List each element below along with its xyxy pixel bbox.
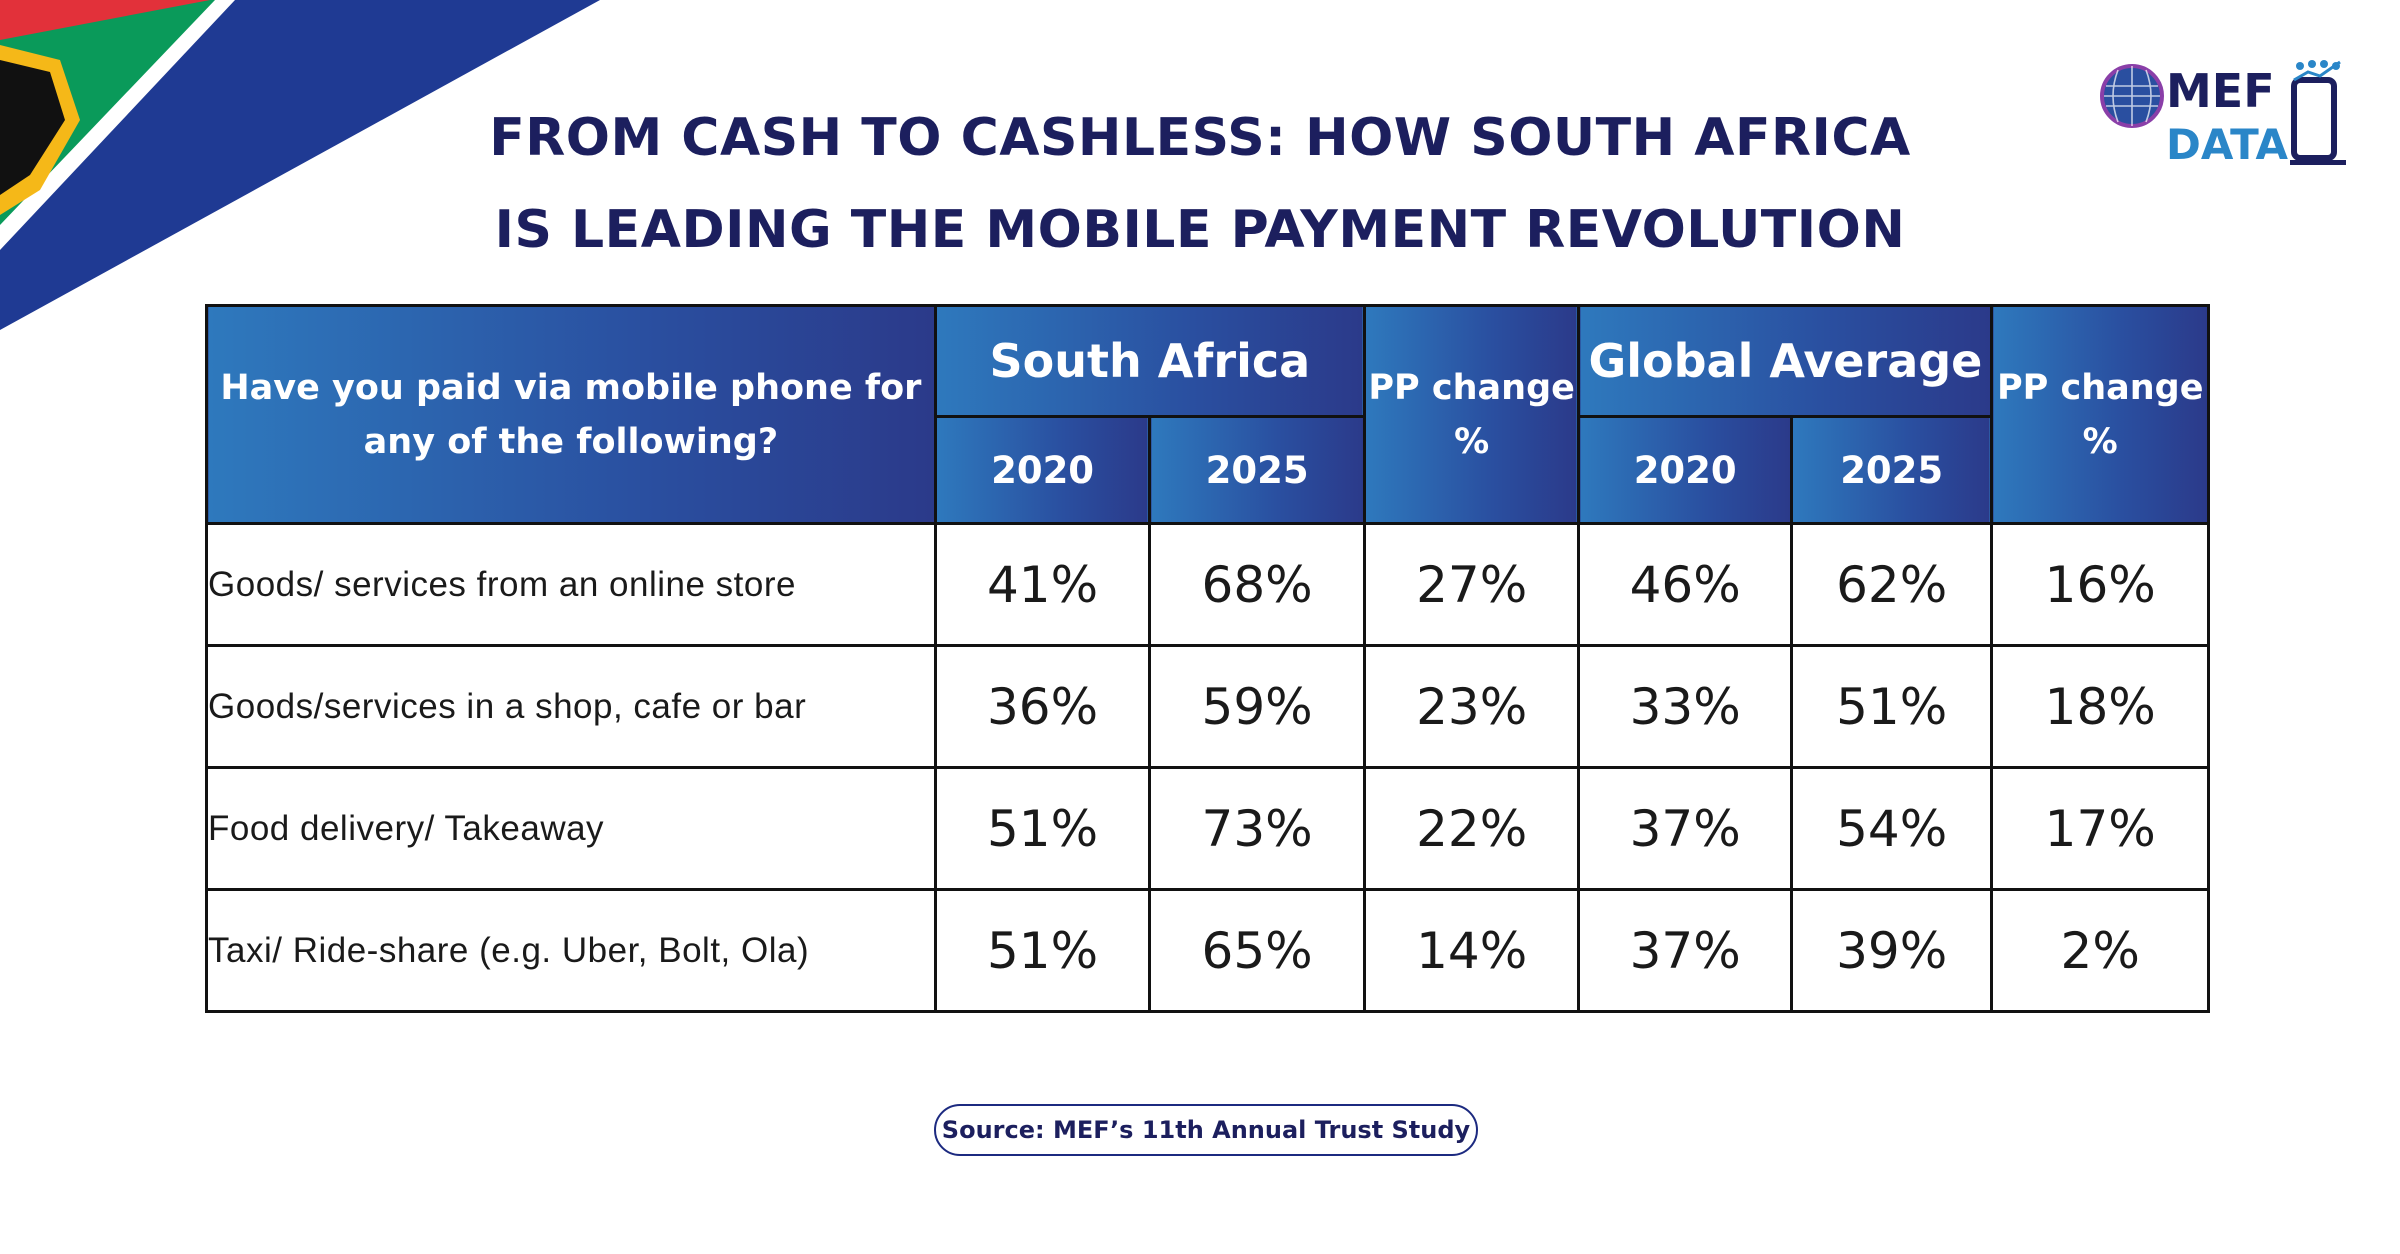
question-header: Have you paid via mobile phone for any o… xyxy=(205,304,937,525)
sa-year-2025-header: 2025 xyxy=(1148,415,1366,525)
header-row-groups: Have you paid via mobile phone for any o… xyxy=(205,304,2210,525)
global-pp-value: 18% xyxy=(1990,644,2210,769)
sa-pp-value: 14% xyxy=(1362,888,1581,1013)
sa-year-2020-header: 2020 xyxy=(933,415,1152,525)
global-2020-value: 46% xyxy=(1577,522,1793,647)
row-label: Taxi/ Ride-share (e.g. Uber, Bolt, Ola) xyxy=(205,888,937,1013)
south-africa-header: South Africa xyxy=(933,304,1366,418)
sa-2020-value: 36% xyxy=(933,644,1152,769)
sa-pp-value: 27% xyxy=(1362,522,1581,647)
page-title: FROM CASH TO CASHLESS: HOW SOUTH AFRICA … xyxy=(0,92,2400,276)
global-2025-value: 39% xyxy=(1789,888,1994,1013)
south-africa-flag-decoration xyxy=(0,0,600,330)
global-pp-change-header: PP change % xyxy=(1990,304,2210,525)
global-pp-value: 16% xyxy=(1990,522,2210,647)
sa-pp-change-header: PP change % xyxy=(1362,304,1581,525)
mef-data-logo: MEF DATA xyxy=(2090,38,2350,178)
global-2020-value: 37% xyxy=(1577,766,1793,891)
payment-comparison-table: Have you paid via mobile phone for any o… xyxy=(205,304,2210,1013)
sa-pp-value: 23% xyxy=(1362,644,1581,769)
global-average-header: Global Average xyxy=(1577,304,1994,418)
table-row: Taxi/ Ride-share (e.g. Uber, Bolt, Ola) … xyxy=(205,888,2210,1013)
sa-2025-value: 73% xyxy=(1148,766,1366,891)
global-2025-value: 62% xyxy=(1789,522,1994,647)
global-2020-value: 37% xyxy=(1577,888,1793,1013)
sa-2025-value: 68% xyxy=(1148,522,1366,647)
global-pp-value: 17% xyxy=(1990,766,2210,891)
sa-pp-value: 22% xyxy=(1362,766,1581,891)
global-year-2025-header: 2025 xyxy=(1789,415,1994,525)
sa-2025-value: 65% xyxy=(1148,888,1366,1013)
global-2025-value: 51% xyxy=(1789,644,1994,769)
logo-word-data: DATA xyxy=(2166,120,2289,169)
logo-word-mef: MEF xyxy=(2166,64,2275,118)
global-2020-value: 33% xyxy=(1577,644,1793,769)
sa-2020-value: 51% xyxy=(933,766,1152,891)
sa-2020-value: 51% xyxy=(933,888,1152,1013)
table-row: Goods/services in a shop, cafe or bar 36… xyxy=(205,644,2210,769)
table-row: Food delivery/ Takeaway 51% 73% 22% 37% … xyxy=(205,766,2210,891)
global-year-2020-header: 2020 xyxy=(1577,415,1793,525)
global-pp-value: 2% xyxy=(1990,888,2210,1013)
sa-2020-value: 41% xyxy=(933,522,1152,647)
header-row-years: 2020 2025 2020 2025 xyxy=(207,415,2209,525)
title-line-2: IS LEADING THE MOBILE PAYMENT REVOLUTION xyxy=(494,200,1906,260)
sa-2025-value: 59% xyxy=(1148,644,1366,769)
table-row: Goods/ services from an online store 41%… xyxy=(205,522,2210,647)
row-label: Food delivery/ Takeaway xyxy=(205,766,937,891)
source-badge: Source: MEF’s 11th Annual Trust Study xyxy=(934,1104,1478,1156)
phone-icon xyxy=(2290,60,2346,165)
global-2025-value: 54% xyxy=(1789,766,1994,891)
row-label: Goods/ services from an online store xyxy=(205,522,937,647)
globe-icon xyxy=(2100,64,2164,128)
row-label: Goods/services in a shop, cafe or bar xyxy=(205,644,937,769)
title-line-1: FROM CASH TO CASHLESS: HOW SOUTH AFRICA xyxy=(489,108,1911,168)
